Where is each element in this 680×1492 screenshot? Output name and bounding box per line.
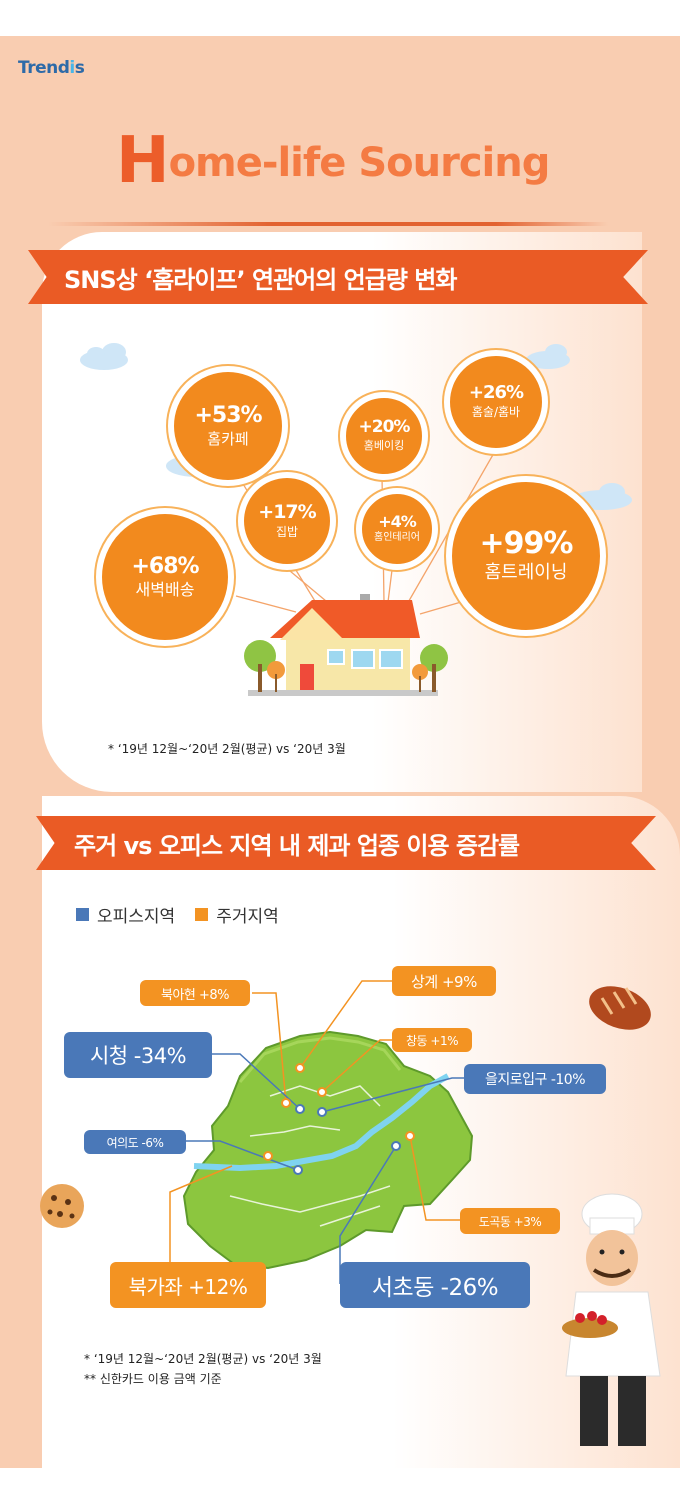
seoul-map-shape (182, 1030, 474, 1270)
trendis-logo: Trendis (18, 58, 85, 78)
bubble-label: 홈카페 (207, 429, 249, 448)
legend-swatch-residential (195, 908, 209, 921)
section2-footnote-2: ** 신한카드 이용 금액 기준 (84, 1372, 222, 1386)
location-dots (263, 1063, 415, 1175)
bubble-home-training: +99% 홈트레이닝 (446, 476, 606, 636)
section1-footnote: * ‘19년 12월~‘20년 2월(평균) vs ‘20년 3월 (108, 742, 346, 756)
tag-changdong: 창동 +1% (392, 1028, 472, 1052)
tag-dogok: 도곡동 +3% (460, 1208, 560, 1234)
map-legend: 오피스지역 주거지역 (76, 902, 299, 927)
district-lines (229, 1085, 391, 1227)
bubble-home-interior: +4% 홈인테리어 (356, 488, 438, 570)
bubble-label: 집밥 (275, 524, 299, 539)
leader-lines-residential (169, 980, 460, 1274)
house-icon (248, 594, 438, 696)
seoul-map (40, 980, 661, 1446)
section2-title: 주거 vs 오피스 지역 내 제과 업종 이용 증감률 (74, 831, 520, 860)
page-title: Home-life Sourcing (116, 124, 551, 198)
title-underline (48, 222, 608, 226)
tag-yeouido: 여의도 -6% (84, 1130, 186, 1154)
dot-yeouido (293, 1165, 303, 1175)
tree-icon (244, 640, 448, 692)
bubble-pct: +17% (258, 500, 316, 523)
bubble-home-cafe: +53% 홈카페 (168, 366, 288, 486)
bubble-home-baking: +20% 홈베이킹 (340, 392, 428, 480)
section1-title-ribbon: SNS상 ‘홈라이프’ 연관어의 언급량 변화 (28, 250, 648, 304)
dot-changdong (317, 1087, 327, 1097)
section2-title-ribbon: 주거 vs 오피스 지역 내 제과 업종 이용 증감률 (36, 816, 656, 870)
section1-title: SNS상 ‘홈라이프’ 연관어의 언급량 변화 (64, 265, 457, 294)
bubble-label: 홈베이킹 (363, 439, 405, 453)
tag-sanggye: 상계 +9% (392, 966, 496, 996)
bubble-pct: +20% (358, 417, 411, 438)
bread-icon (589, 986, 651, 1030)
title-initial: H (116, 124, 170, 198)
han-river (193, 1073, 450, 1172)
dot-dogok (405, 1131, 415, 1141)
legend-label: 오피스지역 (97, 907, 176, 927)
legend-office: 오피스지역 (76, 902, 175, 927)
dot-seocho (391, 1141, 401, 1151)
cookie-icon (40, 1184, 84, 1228)
dot-sicheong (295, 1104, 305, 1114)
tag-sicheong: 시청 -34% (64, 1032, 212, 1078)
tag-euljiro: 을지로입구 -10% (464, 1064, 606, 1094)
cloud-icon (80, 343, 128, 370)
legend-label: 주거지역 (216, 907, 279, 927)
dot-euljiro (317, 1107, 327, 1117)
tag-bukahyeon: 북아현 +8% (140, 980, 250, 1006)
logo-tail: s (74, 58, 85, 78)
legend-swatch-office (76, 908, 89, 921)
bubble-pct: +99% (479, 526, 574, 562)
bubble-label: 홈술/홈바 (471, 405, 521, 420)
legend-residential: 주거지역 (195, 902, 279, 927)
dot-bukahyeon (281, 1098, 291, 1108)
bubble-label: 홈인테리어 (374, 532, 420, 544)
bubble-home-bar: +26% 홈술/홈바 (444, 350, 548, 454)
title-rest: ome-life Sourcing (168, 140, 551, 186)
bubble-pct: +53% (194, 403, 262, 429)
logo-main: Trend (18, 58, 70, 78)
infographic: Trendis Home-life Sourcing SNS상 ‘홈라이프’ 연… (0, 36, 680, 1468)
section2-footnote-1: * ‘19년 12월~‘20년 2월(평균) vs ‘20년 3월 (84, 1352, 322, 1366)
dot-sanggye (295, 1063, 305, 1073)
tag-bukgajwa: 북가좌 +12% (110, 1262, 266, 1308)
bubble-pct: +68% (131, 553, 199, 579)
bubble-home-meal: +17% 집밥 (238, 472, 336, 570)
logo-dot: i (69, 58, 75, 78)
cloud-icon-3 (526, 344, 570, 369)
bubble-pct: +26% (468, 382, 524, 404)
bubble-pct: +4% (378, 511, 417, 531)
tag-seocho: 서초동 -26% (340, 1262, 530, 1308)
bubble-dawn-delivery: +68% 새벽배송 (96, 508, 234, 646)
chef-icon (562, 1193, 661, 1446)
dot-bukgajwa (263, 1151, 273, 1161)
bubble-label: 새벽배송 (135, 579, 195, 599)
bubble-label: 홈트레이닝 (484, 561, 568, 583)
